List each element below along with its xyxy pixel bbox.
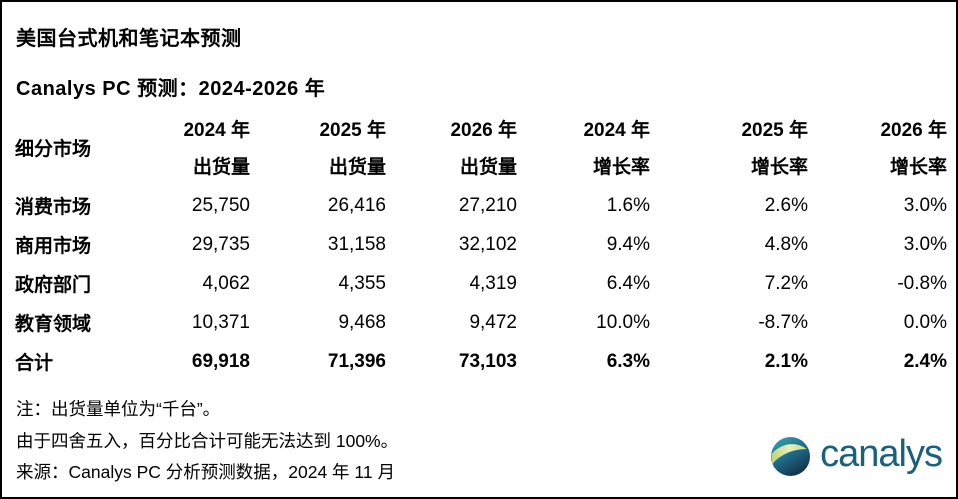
column-header-year: 2024 年 — [183, 120, 250, 141]
column-header-2026-growth: 2026 年 增长率 — [808, 108, 947, 186]
forecast-table-container: 细分市场 2024 年 出货量 2025 年 出货量 2026 年 出货量 2 — [15, 108, 947, 381]
cell: 2.4% — [903, 350, 947, 372]
table-row-consumer: 消费市场 25,750 26,416 27,210 1.6% 2.6% 3.0% — [15, 186, 947, 225]
cell: 4.8% — [764, 233, 808, 255]
row-label: 合计 — [15, 353, 54, 374]
cell: 2.1% — [764, 350, 808, 372]
table-row-education: 教育领域 10,371 9,468 9,472 10.0% -8.7% 0.0% — [15, 303, 947, 342]
report-title: 美国台式机和笔记本预测 — [16, 28, 242, 50]
row-label: 商用市场 — [15, 236, 92, 257]
column-header-metric: 增长率 — [889, 157, 947, 178]
cell: 2.6% — [764, 194, 808, 216]
forecast-table: 细分市场 2024 年 出货量 2025 年 出货量 2026 年 出货量 2 — [15, 108, 947, 381]
cell: 3.0% — [903, 233, 947, 255]
cell: 0.0% — [903, 311, 947, 333]
column-header-year: 2025 年 — [319, 120, 386, 141]
row-label: 政府部门 — [15, 275, 92, 296]
cell: 4,062 — [202, 272, 250, 294]
footnotes: 注：出货量单位为“千台”。 由于四舍五入，百分比合计可能无法达到 100%。 来… — [16, 394, 398, 489]
cell: -0.8% — [897, 272, 947, 294]
column-header-2024-shipments: 2024 年 出货量 — [135, 108, 250, 186]
cell: 25,750 — [191, 194, 250, 216]
cell: 10,371 — [191, 311, 250, 333]
cell: 27,210 — [458, 194, 517, 216]
column-header-metric: 增长率 — [592, 157, 650, 178]
column-header-year: 2024 年 — [583, 120, 650, 141]
column-header-year: 2026 年 — [880, 120, 947, 141]
cell: 6.3% — [606, 350, 650, 372]
footnote-source: 来源：Canalys PC 分析预测数据，2024 年 11 月 — [16, 462, 395, 482]
column-header-year: 2025 年 — [741, 120, 808, 141]
canalys-logo: canalys — [770, 433, 943, 477]
report-subtitle: Canalys PC 预测：2024-2026 年 — [16, 78, 326, 100]
row-label: 消费市场 — [15, 197, 92, 218]
table-row-total: 合计 69,918 71,396 73,103 6.3% 2.1% 2.4% — [15, 342, 947, 381]
canalys-wordmark: canalys — [820, 433, 943, 475]
column-header-metric: 增长率 — [750, 157, 808, 178]
cell: 29,735 — [191, 233, 250, 255]
cell: 3.0% — [903, 194, 947, 216]
cell: 31,158 — [327, 233, 386, 255]
row-label: 教育领域 — [15, 314, 92, 335]
table-header-row: 细分市场 2024 年 出货量 2025 年 出货量 2026 年 出货量 2 — [15, 108, 947, 186]
column-header-metric: 出货量 — [459, 157, 517, 178]
cell: 6.4% — [606, 272, 650, 294]
cell: 9.4% — [606, 233, 650, 255]
cell: -8.7% — [758, 311, 808, 333]
cell: 10.0% — [596, 311, 650, 333]
footnote-unit: 注：出货量单位为“千台”。 — [16, 399, 221, 419]
cell: 69,918 — [191, 350, 250, 372]
column-header-year: 2026 年 — [450, 120, 517, 141]
footnote-rounding: 由于四舍五入，百分比合计可能无法达到 100%。 — [16, 430, 399, 451]
cell: 32,102 — [458, 233, 517, 255]
cell: 7.2% — [764, 272, 808, 294]
cell: 73,103 — [458, 350, 517, 372]
canalys-globe-icon — [771, 436, 811, 476]
cell: 71,396 — [327, 350, 386, 372]
table-row-commercial: 商用市场 29,735 31,158 32,102 9.4% 4.8% 3.0% — [15, 225, 947, 264]
cell: 9,468 — [338, 311, 386, 333]
column-header-2025-growth: 2025 年 增长率 — [650, 108, 808, 186]
column-header-2025-shipments: 2025 年 出货量 — [250, 108, 386, 186]
column-header-2026-shipments: 2026 年 出货量 — [386, 108, 517, 186]
cell: 1.6% — [606, 194, 650, 216]
column-header-metric: 出货量 — [192, 157, 250, 178]
column-header-metric: 出货量 — [328, 157, 386, 178]
cell: 4,355 — [338, 272, 386, 294]
cell: 26,416 — [327, 194, 386, 216]
table-row-government: 政府部门 4,062 4,355 4,319 6.4% 7.2% -0.8% — [15, 264, 947, 303]
column-header-2024-growth: 2024 年 增长率 — [517, 108, 650, 186]
cell: 9,472 — [469, 311, 517, 333]
column-header-segment: 细分市场 — [15, 138, 92, 160]
cell: 4,319 — [469, 272, 517, 294]
